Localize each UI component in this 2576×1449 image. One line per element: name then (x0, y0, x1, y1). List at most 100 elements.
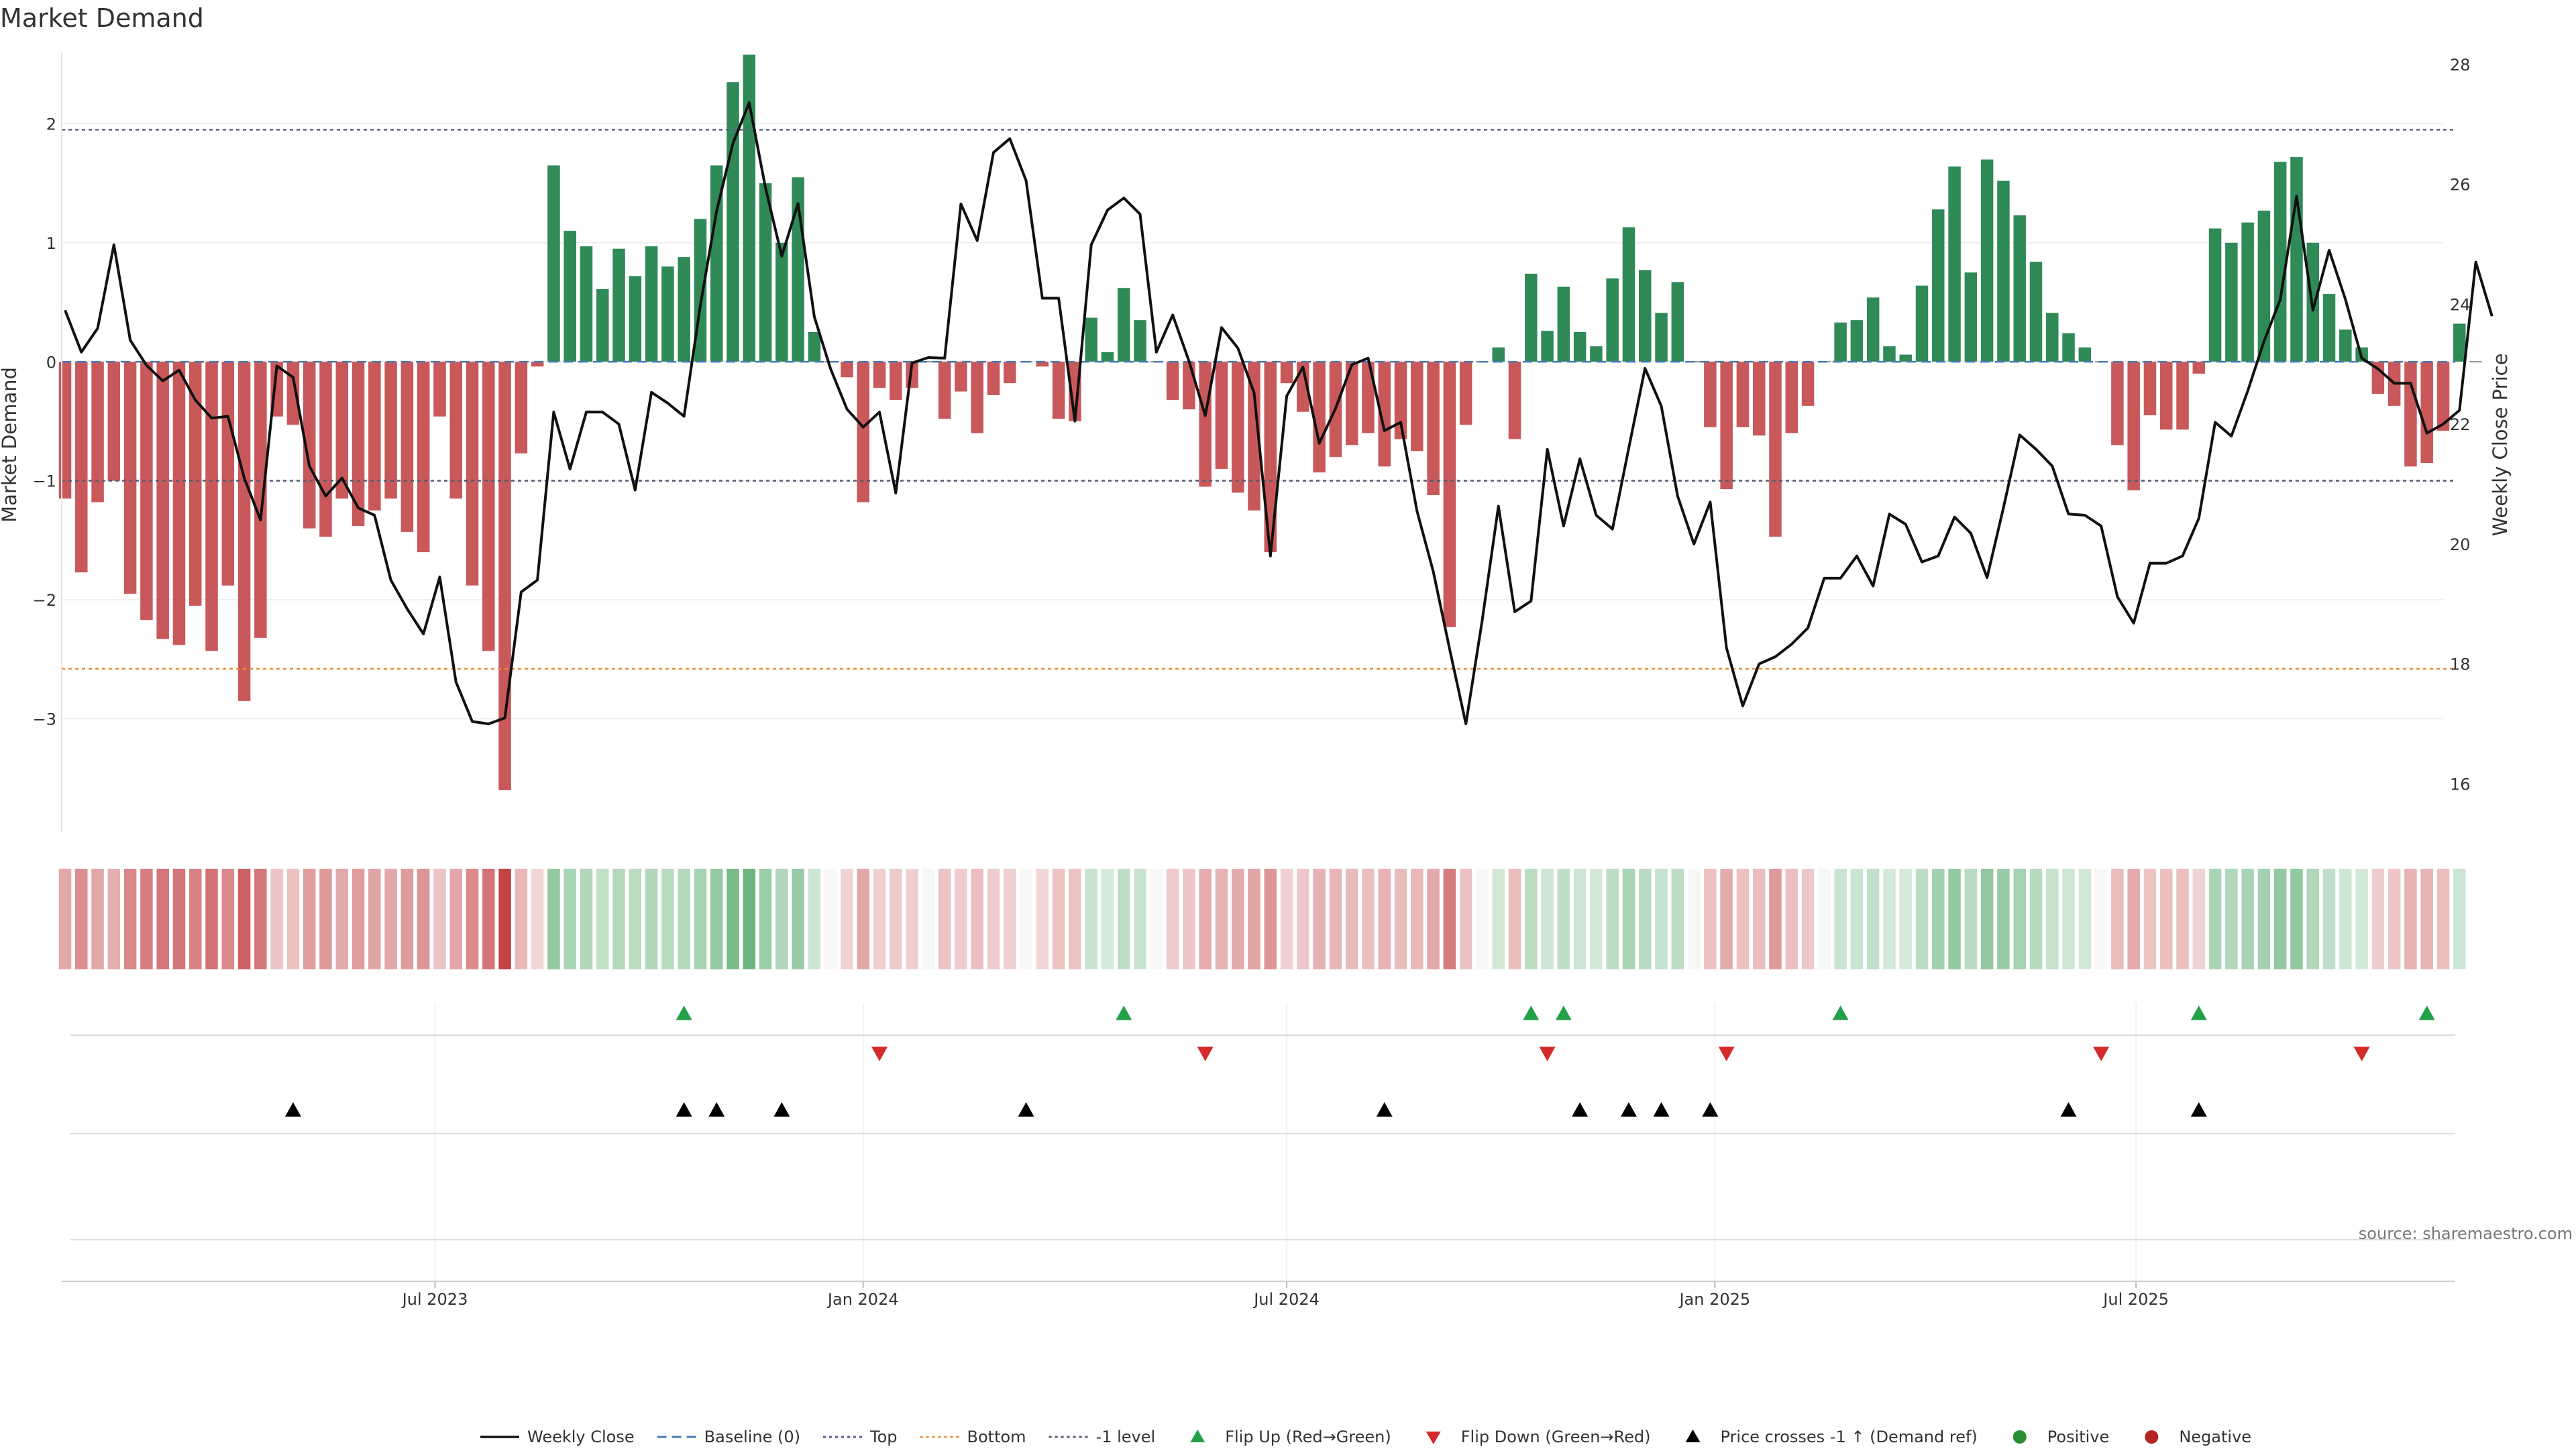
demand-bar (2453, 323, 2466, 362)
demand-bar (2192, 362, 2206, 374)
demand-bar (564, 231, 576, 362)
y2-tick-label: 26 (2450, 176, 2471, 195)
y-tick-label: 1 (46, 234, 56, 253)
demand-bar (955, 362, 967, 392)
demand-bar (857, 362, 870, 502)
heat-cell (841, 869, 853, 969)
demand-bar (400, 362, 414, 532)
heat-cell (2046, 869, 2059, 969)
heat-cell (1199, 869, 1212, 969)
demand-bar (1411, 362, 1424, 451)
heat-cell (661, 869, 674, 969)
heat-cell (2273, 869, 2287, 969)
heat-cell (205, 869, 218, 969)
legend-label: Bottom (967, 1428, 1026, 1446)
heat-cell (237, 869, 251, 969)
demand-bar (2111, 362, 2124, 445)
demand-bar (482, 362, 495, 651)
demand-bar (1541, 331, 1554, 362)
demand-bar (1899, 354, 1912, 362)
demand-bar (1801, 362, 1815, 406)
heat-cell (743, 869, 756, 969)
axes: 2 1 0 −1 −2 −3 28 26 24 22 20 18 16 Jul 2023 Jan 2024 J… (33, 52, 2471, 1309)
flip-up-marker (1555, 1006, 1572, 1020)
demand-bar (123, 362, 137, 594)
heat-cell (335, 869, 349, 969)
heat-cell (2339, 869, 2352, 969)
demand-bar (841, 362, 853, 378)
legend-item: Top (823, 1428, 898, 1446)
heat-cell (2290, 869, 2303, 969)
heat-cell (1248, 869, 1260, 969)
heat-cell (2453, 869, 2466, 969)
heat-cell (2371, 869, 2385, 969)
heat-cell (759, 869, 772, 969)
heat-cell (1166, 869, 1179, 969)
demand-bar (1932, 209, 1945, 362)
heat-cell (645, 869, 658, 969)
heat-cell (433, 869, 446, 969)
heat-cell (971, 869, 983, 969)
demand-bar (1720, 362, 1733, 490)
heat-cell (1411, 869, 1424, 969)
legend-item: Flip Down (Green→Red) (1426, 1428, 1651, 1446)
flip-up-marker (1523, 1006, 1540, 1020)
heat-cell (1394, 869, 1407, 969)
legend-item: Flip Up (Red→Green) (1190, 1428, 1391, 1446)
demand-bar (1980, 159, 1994, 362)
demand-bars (58, 54, 2482, 790)
heat-cell (938, 869, 951, 969)
heat-cell (1101, 869, 1114, 969)
heat-cell (596, 869, 609, 969)
x-tick-label: Jul 2024 (1252, 1290, 1320, 1309)
heat-cell (1231, 869, 1244, 969)
grid-lines (62, 123, 2455, 1281)
demand-bar (710, 165, 723, 362)
heat-cell (873, 869, 886, 969)
demand-bar (2290, 157, 2303, 362)
demand-bar (629, 276, 642, 362)
demand-bar (1427, 362, 1440, 495)
heat-cell (2306, 869, 2320, 969)
demand-bar (2225, 242, 2238, 362)
heat-cell (1150, 869, 1163, 969)
demand-bar (1655, 313, 1668, 362)
demand-bar (1850, 320, 1864, 362)
demand-bar (2322, 294, 2336, 362)
x-tick-label: Jul 2025 (2102, 1290, 2169, 1309)
heat-cell (1443, 869, 1456, 969)
flip-down-marker (1197, 1046, 1214, 1061)
heat-cell (2208, 869, 2222, 969)
demand-bar (1964, 272, 1978, 362)
flip-down-marker (2093, 1046, 2110, 1061)
demand-bar (938, 362, 951, 419)
demand-bar (580, 246, 593, 362)
heat-cell (75, 869, 88, 969)
heat-cell (694, 869, 707, 969)
demand-bar (1866, 297, 1880, 362)
heat-cell (792, 869, 804, 969)
demand-bar (1199, 362, 1212, 487)
heat-cell (1459, 869, 1472, 969)
heat-cell (564, 869, 576, 969)
heat-cell (1899, 869, 1912, 969)
heat-cell (140, 869, 153, 969)
demand-bar (596, 289, 609, 362)
demand-bar (1280, 362, 1293, 384)
heat-cell (1622, 869, 1635, 969)
heat-cell (1541, 869, 1554, 969)
heat-cell (270, 869, 283, 969)
price-cross-marker (773, 1102, 790, 1117)
heat-cell (1866, 869, 1880, 969)
demand-bar (547, 165, 560, 362)
demand-bar (2013, 215, 2026, 362)
demand-bar (498, 362, 511, 790)
heat-cell (2355, 869, 2368, 969)
heat-cell (1638, 869, 1652, 969)
demand-bar (91, 362, 104, 502)
price-cross-marker (708, 1102, 725, 1117)
heat-cell (1313, 869, 1326, 969)
heat-cell (1834, 869, 1847, 969)
demand-bar (1215, 362, 1228, 469)
